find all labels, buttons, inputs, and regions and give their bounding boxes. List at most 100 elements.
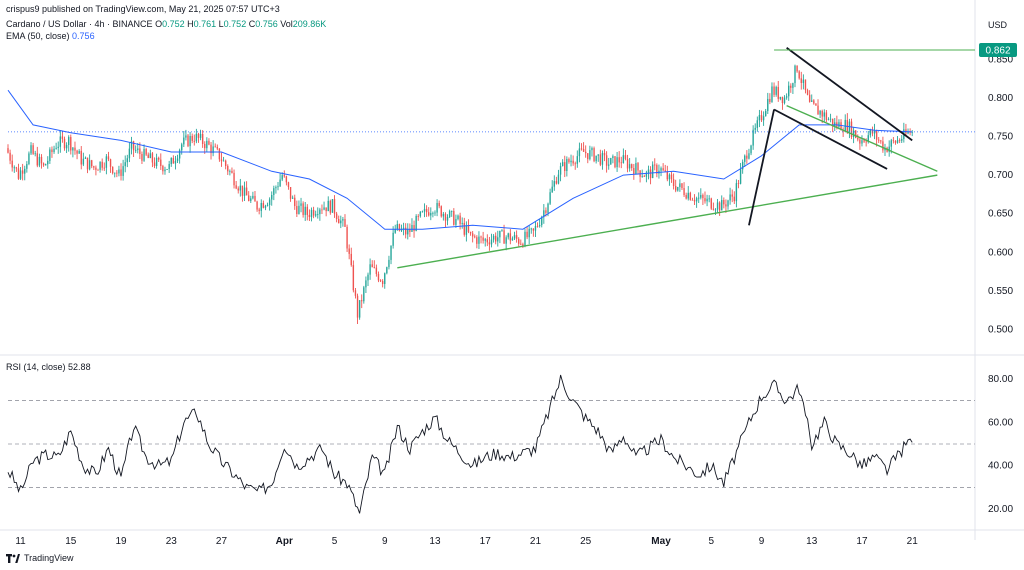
candle-body xyxy=(158,157,160,160)
candle-body xyxy=(695,198,698,202)
price-tick-label: 0.700 xyxy=(988,170,1013,181)
candle-body xyxy=(748,153,750,159)
candle-body xyxy=(444,213,447,221)
candle-body xyxy=(84,157,87,159)
candle-body xyxy=(528,228,530,238)
candle-body xyxy=(507,233,509,238)
candle-body xyxy=(501,230,503,232)
symbol-legend: Cardano / US Dollar · 4h · BINANCE O0.75… xyxy=(6,19,326,29)
candle-body xyxy=(513,235,516,239)
candle-body xyxy=(390,245,392,260)
candle-body xyxy=(857,137,859,140)
candle-body xyxy=(505,237,507,244)
candle-body xyxy=(568,159,570,163)
candle-body xyxy=(484,239,486,241)
candle-body xyxy=(72,147,74,151)
tradingview-logo-icon xyxy=(6,553,20,563)
candle-body xyxy=(662,168,664,171)
candle-body xyxy=(559,166,562,175)
candle-body xyxy=(415,216,417,231)
candle-body xyxy=(76,150,78,154)
candle-body xyxy=(436,203,438,213)
green-wedge-upper-line xyxy=(786,104,938,172)
candle-body xyxy=(576,156,579,164)
candle-body xyxy=(26,164,28,169)
candle-body xyxy=(469,231,472,234)
candle-body xyxy=(685,195,687,199)
candle-body xyxy=(545,210,547,213)
candle-body xyxy=(689,192,692,200)
candle-body xyxy=(132,141,135,151)
candle-body xyxy=(335,213,338,220)
candle-body xyxy=(863,140,865,142)
candle-body xyxy=(400,229,403,231)
candle-body xyxy=(823,112,825,117)
candle-body xyxy=(363,287,365,302)
candle-body xyxy=(668,174,671,180)
candles-group xyxy=(7,64,913,325)
candle-body xyxy=(442,213,445,217)
candle-body xyxy=(633,168,635,175)
candle-body xyxy=(36,153,39,166)
rsi-pane[interactable] xyxy=(7,374,975,514)
price-tick-label: 0.750 xyxy=(988,132,1013,143)
x-tick-label: 19 xyxy=(115,536,127,547)
candle-body xyxy=(204,143,206,149)
candle-body xyxy=(911,131,913,133)
candle-body xyxy=(350,253,352,266)
candle-body xyxy=(124,162,126,167)
candle-body xyxy=(11,160,13,168)
candle-body xyxy=(553,181,555,187)
candle-body xyxy=(605,155,608,166)
candle-body xyxy=(239,185,242,191)
candle-body xyxy=(210,144,212,154)
candle-body xyxy=(593,148,595,162)
candle-body xyxy=(626,158,629,169)
candle-body xyxy=(147,154,149,159)
candle-body xyxy=(706,198,708,202)
candle-body xyxy=(120,169,122,176)
ohlc-value-vol: 209.86K xyxy=(292,19,327,29)
candle-body xyxy=(189,135,191,147)
candle-body xyxy=(880,140,882,142)
candle-body xyxy=(99,161,101,170)
candle-body xyxy=(488,242,491,245)
candle-body xyxy=(827,119,830,121)
candle-body xyxy=(381,281,384,284)
footer-brand[interactable]: TradingView xyxy=(6,553,74,563)
candle-body xyxy=(700,195,702,198)
x-tick-label: 27 xyxy=(216,536,228,547)
candle-body xyxy=(591,148,593,151)
candle-body xyxy=(310,209,313,218)
candle-body xyxy=(329,200,332,213)
candle-body xyxy=(888,146,890,152)
candle-body xyxy=(672,179,675,186)
candle-body xyxy=(804,79,807,91)
candle-body xyxy=(536,226,539,227)
candle-body xyxy=(130,141,133,149)
candle-body xyxy=(674,185,677,191)
candle-body xyxy=(587,153,589,160)
price-pane[interactable] xyxy=(7,46,975,325)
candle-body xyxy=(365,280,367,288)
candle-body xyxy=(875,130,878,140)
candle-body xyxy=(151,153,154,163)
candle-body xyxy=(24,168,26,174)
candle-body xyxy=(122,166,124,176)
candle-body xyxy=(53,148,55,153)
candle-body xyxy=(139,148,141,155)
candle-body xyxy=(145,149,147,155)
candle-body xyxy=(867,135,869,142)
rsi-value: 52.88 xyxy=(68,362,91,372)
candle-body xyxy=(643,176,645,177)
x-tick-label: 9 xyxy=(759,536,765,547)
candle-body xyxy=(616,157,618,168)
candle-body xyxy=(15,167,18,169)
candle-body xyxy=(367,274,369,281)
candle-body xyxy=(509,233,512,241)
candle-body xyxy=(815,103,817,106)
candle-body xyxy=(781,96,784,104)
candle-body xyxy=(534,226,537,231)
candle-body xyxy=(779,96,782,99)
